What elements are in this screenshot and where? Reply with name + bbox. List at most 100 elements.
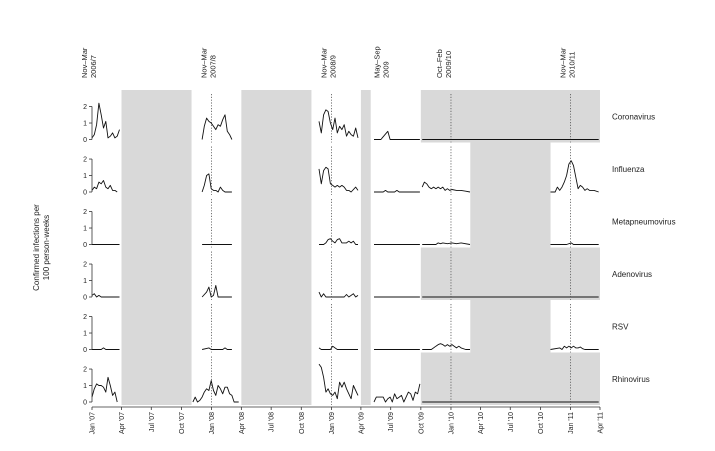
series-line [550, 160, 599, 193]
season-label-line2: 2007/8 [209, 55, 218, 78]
x-tick-label: Apr '10 [478, 412, 485, 434]
x-tick-label: Jan '11 [568, 412, 575, 434]
series-label: Adenovirus [612, 270, 652, 279]
y-tick-label: 2 [83, 104, 87, 111]
x-tick-label: Jul '09 [388, 412, 395, 432]
season-label-line2: 2009/10 [444, 51, 453, 78]
y-tick-label: 2 [83, 157, 87, 164]
y-tick-label: 2 [83, 262, 87, 269]
series-line [192, 380, 239, 403]
shaded-period [470, 142, 551, 195]
y-tick-label: 2 [83, 314, 87, 321]
shaded-period [241, 195, 312, 248]
shaded-period [241, 300, 312, 353]
y-tick-label: 1 [83, 226, 87, 233]
x-tick-label: Jan '07 [90, 412, 97, 434]
y-tick-label: 0 [83, 242, 87, 249]
series-line [318, 109, 359, 139]
series-line [550, 345, 599, 350]
y-tick-label: 0 [83, 400, 87, 407]
x-tick-label: Jan '10 [448, 412, 455, 434]
shaded-period [241, 247, 312, 300]
shaded-period [121, 90, 192, 143]
shaded-period [241, 90, 312, 143]
shaded-period [470, 195, 551, 248]
shaded-period [360, 300, 371, 353]
x-tick-label: Oct '09 [418, 412, 425, 434]
series-line [422, 343, 470, 350]
shaded-period [360, 142, 371, 195]
series-line [550, 242, 599, 245]
shaded-period [121, 247, 192, 300]
series-line [201, 173, 232, 193]
shaded-period [420, 90, 600, 143]
shaded-period [241, 142, 312, 195]
shaded-period [360, 195, 371, 248]
series-line [92, 347, 120, 350]
series-label: Rhinovirus [612, 375, 650, 384]
shaded-period [360, 247, 371, 300]
season-label-line1: Oct–Feb [435, 49, 444, 78]
series-line [422, 242, 471, 245]
season-label-line2: 2006/7 [89, 55, 98, 78]
x-tick-label: Oct '10 [538, 412, 545, 434]
season-label-line2: 2010/11 [568, 51, 577, 78]
y-tick-label: 1 [83, 121, 87, 128]
series-line [201, 347, 232, 350]
series-line [373, 383, 421, 403]
y-axis-label-line1: Confirmed infections per [32, 204, 41, 291]
y-tick-label: 0 [83, 347, 87, 354]
x-tick-label: Jan '09 [329, 412, 336, 434]
y-tick-label: 0 [83, 295, 87, 302]
y-tick-label: 1 [83, 173, 87, 180]
season-label-line2: 2008/9 [328, 55, 337, 78]
x-tick-label: Jul '08 [269, 412, 276, 432]
y-tick-label: 2 [83, 367, 87, 374]
shaded-period [121, 352, 192, 405]
x-tick-label: Oct '07 [179, 412, 186, 434]
y-tick-label: 1 [83, 278, 87, 285]
shaded-period [420, 247, 600, 300]
season-label-line2: 2009 [381, 61, 390, 78]
series-line [374, 130, 420, 140]
shaded-period [470, 300, 551, 353]
series-line [318, 291, 359, 298]
shaded-period [121, 300, 192, 353]
x-tick-label: Oct '08 [299, 412, 306, 434]
shaded-period [360, 90, 371, 143]
series-line [374, 189, 420, 193]
y-tick-label: 0 [83, 137, 87, 144]
shaded-period [420, 352, 600, 405]
x-tick-label: Jan '08 [209, 412, 216, 434]
y-axis-label-line2: 100 person-weeks [42, 215, 51, 280]
series-line [91, 293, 120, 298]
x-tick-label: Apr '08 [239, 412, 246, 434]
series-line [421, 181, 471, 193]
shaded-period [121, 142, 192, 195]
season-label-line1: May–Sep [372, 46, 381, 78]
shaded-period [360, 352, 371, 405]
series-line [319, 238, 358, 245]
season-label-line1: Nov–Mar [319, 47, 328, 78]
season-label-line1: Nov–Mar [80, 47, 89, 78]
series-line [318, 363, 359, 400]
y-tick-label: 0 [83, 190, 87, 197]
y-tick-label: 1 [83, 383, 87, 390]
x-tick-label: Jul '07 [149, 412, 156, 432]
shaded-period [241, 352, 312, 405]
shaded-period [121, 195, 192, 248]
series-line [201, 285, 232, 298]
series-line [318, 166, 359, 193]
season-label-line1: Nov–Mar [559, 47, 568, 78]
series-label: RSV [612, 322, 629, 331]
series-line [91, 376, 118, 403]
x-tick-label: Apr '11 [598, 412, 605, 434]
y-tick-label: 1 [83, 331, 87, 338]
x-tick-label: Apr '09 [358, 412, 365, 434]
series-label: Influenza [612, 165, 645, 174]
x-tick-label: Jul '10 [508, 412, 515, 432]
series-label: Coronavirus [612, 112, 655, 121]
x-tick-label: Apr '07 [119, 412, 126, 434]
series-line [91, 102, 120, 139]
